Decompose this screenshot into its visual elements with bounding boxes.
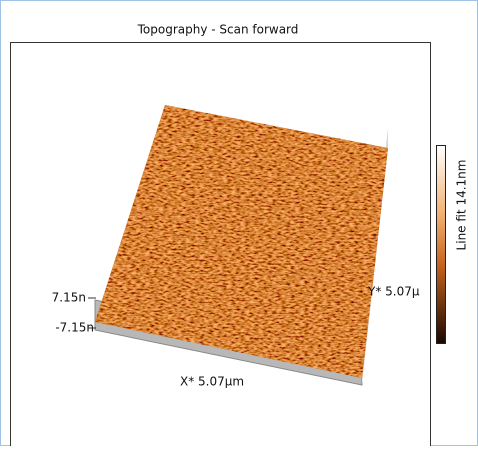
x-axis-label: X* 5.07µm	[180, 375, 244, 389]
colorbar	[437, 146, 446, 344]
window-title: Topography - Scan forward	[137, 23, 299, 37]
page: Topography - Scan forward 7.15n -7.15n X…	[0, 0, 478, 446]
afm-window: Topography - Scan forward 7.15n -7.15n X…	[0, 0, 478, 446]
y-axis-label: Y* 5.07µ	[367, 285, 420, 299]
colorbar-label: Line fit 14.1nm	[455, 160, 469, 251]
z-min-label: -7.15n	[55, 321, 94, 335]
z-max-label: 7.15n	[52, 291, 86, 305]
